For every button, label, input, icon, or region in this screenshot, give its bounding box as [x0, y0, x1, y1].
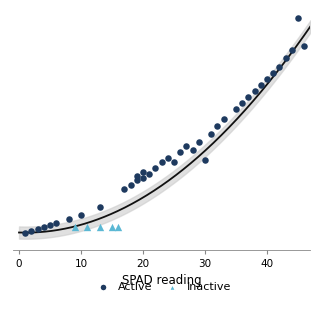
Point [97, 204, 102, 210]
Point [72, 225, 77, 230]
Point [246, 94, 251, 100]
Point [116, 225, 121, 230]
Point [172, 160, 177, 165]
Point [66, 217, 71, 222]
Point [140, 170, 146, 175]
Point [165, 156, 170, 161]
Point [190, 148, 195, 153]
Point [122, 186, 127, 191]
Point [258, 82, 263, 87]
Point [41, 225, 46, 230]
Point [184, 143, 189, 148]
Point [295, 15, 300, 20]
Point [289, 48, 294, 53]
Point [54, 220, 59, 226]
Point [271, 70, 276, 75]
Point [35, 227, 40, 232]
Point [283, 56, 288, 61]
Point [277, 64, 282, 69]
Point [233, 107, 238, 112]
Point [147, 172, 152, 177]
Point [215, 123, 220, 128]
Point [221, 117, 226, 122]
X-axis label: SPAD reading: SPAD reading [122, 274, 201, 287]
Point [264, 76, 269, 81]
Point [196, 139, 201, 144]
Point [109, 225, 115, 230]
Point [302, 44, 307, 49]
Point [153, 166, 158, 171]
Point [29, 229, 34, 234]
Point [128, 182, 133, 187]
Point [134, 174, 140, 179]
Point [203, 157, 208, 163]
Point [240, 100, 245, 106]
Point [178, 149, 183, 155]
Legend: Active, Inactive: Active, Inactive [88, 278, 236, 297]
Point [78, 212, 84, 218]
Point [209, 131, 214, 136]
Point [97, 225, 102, 230]
Point [23, 231, 28, 236]
Point [84, 225, 90, 230]
Point [134, 178, 140, 183]
Point [140, 176, 146, 181]
Point [159, 160, 164, 165]
Point [252, 88, 257, 93]
Point [47, 223, 52, 228]
